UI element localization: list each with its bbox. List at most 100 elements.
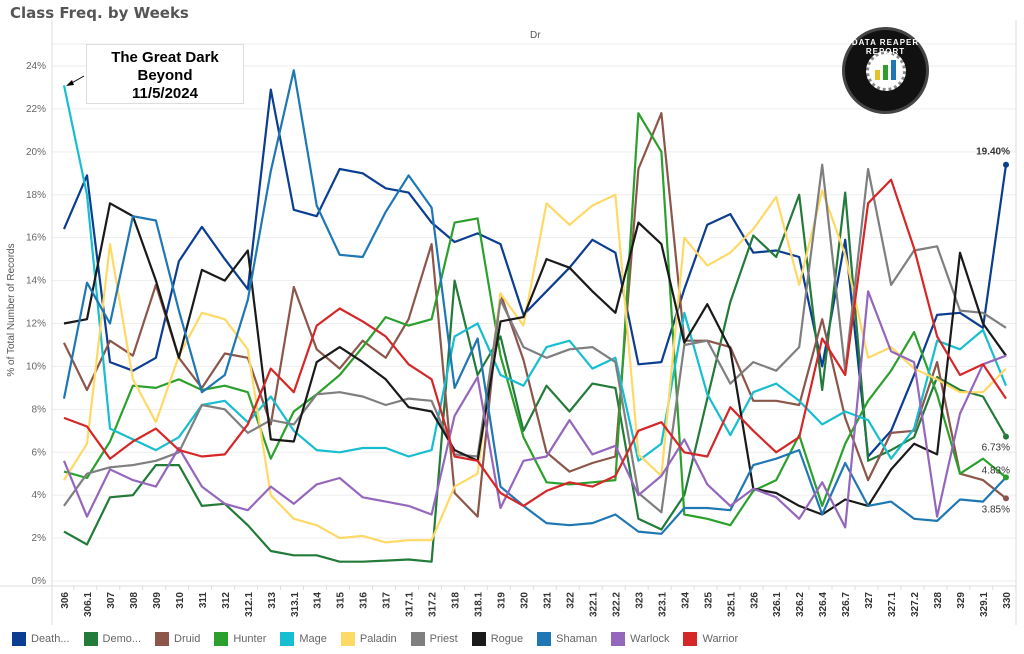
x-tick-label: 306.1	[83, 592, 94, 617]
y-tick-label: 22%	[26, 104, 46, 115]
legend-label: Priest	[429, 633, 458, 645]
series-line-death[interactable]	[62, 88, 1008, 458]
legend-item[interactable]: Warrior	[683, 632, 738, 646]
series-line-priest[interactable]	[63, 163, 1007, 514]
y-tick-label: 4%	[32, 490, 47, 501]
x-tick-label: 317.2	[428, 592, 439, 617]
legend-item[interactable]: Demo...	[83, 632, 142, 646]
legend-swatch	[611, 632, 626, 646]
legend-label: Rogue	[490, 633, 524, 645]
x-tick-label: 325	[703, 592, 714, 609]
x-tick-label: 323.1	[657, 592, 668, 617]
x-tick-label: 326.4	[818, 592, 829, 617]
series-line-warrior[interactable]	[63, 178, 1007, 507]
x-tick-label: 317.1	[405, 592, 416, 617]
series-line-shaman[interactable]	[62, 69, 1007, 535]
annotation-line1: The Great Dark	[111, 49, 219, 66]
legend-swatch	[83, 632, 98, 646]
end-point	[1003, 495, 1009, 502]
x-tick-label: 312	[221, 592, 232, 609]
x-tick-label: 311	[198, 592, 209, 609]
legend: Death... Demo... Druid Hunter Mage Paladin Pri…	[12, 632, 752, 646]
x-tick-label: 327.2	[910, 592, 921, 617]
end-point	[1003, 474, 1009, 481]
legend-item[interactable]: Rogue	[471, 632, 524, 646]
x-tick-label: 318.1	[474, 592, 485, 617]
legend-swatch	[12, 632, 26, 646]
y-tick-label: 20%	[26, 147, 46, 158]
end-labels: 19.40% 6.73% 4.83% 3.85%	[976, 147, 1010, 516]
x-tick-label: 326.7	[841, 592, 852, 617]
x-tick-label: 317	[382, 592, 393, 609]
end-label: 3.85%	[982, 504, 1010, 515]
legend-swatch	[280, 632, 295, 646]
legend-swatch	[537, 632, 552, 646]
y-tick-label: 16%	[26, 233, 46, 244]
legend-item[interactable]: Death...	[12, 632, 70, 646]
column-header: Dr	[530, 30, 541, 41]
x-tick-label: 310	[175, 592, 186, 609]
legend-swatch	[340, 632, 355, 646]
legend-item[interactable]: Druid	[155, 632, 200, 646]
x-tick-label: 318	[451, 592, 462, 609]
logo-text: DATA REAPER REPORT	[851, 38, 920, 56]
legend-item[interactable]: Paladin	[340, 632, 397, 646]
x-tick-label: 322.1	[588, 592, 599, 617]
series-line-rogue[interactable]	[63, 202, 1007, 516]
legend-item[interactable]: Shaman	[537, 632, 597, 646]
annotation-line3: 11/5/2024	[132, 85, 198, 102]
x-tick-label: 322.2	[611, 592, 622, 617]
x-tick-label: 323	[634, 592, 645, 609]
line-chart: 0% 2% 4% 6% 8% 10% 12% 14% 16% 18% 20% 22% 24% % of T…	[0, 20, 1017, 625]
x-tick-label: 326.2	[795, 592, 806, 617]
y-axis: 0% 2% 4% 6% 8% 10% 12% 14% 16% 18% 20% 22% 24% % of T…	[6, 20, 1017, 625]
legend-item[interactable]: Hunter	[214, 632, 266, 646]
x-tick-label: 312.1	[244, 592, 255, 617]
x-tick-label: 313	[267, 592, 278, 609]
x-tick-label: 327.1	[887, 592, 898, 617]
series-line-warlock[interactable]	[62, 290, 1007, 529]
legend-swatch	[683, 632, 698, 646]
legend-label: Demo...	[102, 633, 142, 645]
x-tick-label: 308	[129, 592, 140, 609]
x-tick-label: 307	[106, 592, 117, 609]
x-tick-label: 322	[565, 592, 576, 609]
legend-item[interactable]: Warlock	[611, 632, 669, 646]
legend-swatch	[214, 632, 229, 646]
end-label: 6.73%	[982, 443, 1010, 454]
chart-title: Class Freq. by Weeks	[10, 4, 189, 22]
legend-label: Hunter	[233, 633, 267, 645]
y-tick-label: 12%	[26, 319, 46, 330]
series-line-paladin[interactable]	[63, 189, 1007, 544]
legend-item[interactable]: Mage	[280, 632, 327, 646]
series-line-mage[interactable]	[62, 85, 1008, 462]
bar-chart-icon	[865, 50, 906, 91]
x-tick-label: 329.1	[979, 592, 990, 617]
x-tick-label: 327	[864, 592, 875, 609]
annotation-arrow	[66, 75, 85, 86]
y-tick-label: 0%	[32, 576, 47, 587]
x-tick-label: 321	[542, 592, 553, 609]
y-tick-label: 18%	[26, 190, 46, 201]
x-tick-label: 313.1	[290, 592, 301, 617]
annotation-line2: Beyond	[137, 67, 193, 84]
series-line-demo[interactable]	[63, 191, 1007, 563]
x-tick-label: 316	[359, 592, 370, 609]
x-tick-label: 325.1	[726, 592, 737, 617]
y-tick-label: 6%	[32, 447, 47, 458]
x-tick-label: 306	[60, 592, 71, 609]
series-lines	[62, 69, 1008, 563]
x-tick-label: 329	[956, 592, 967, 609]
legend-label: Death...	[31, 633, 70, 645]
x-tick-label: 324	[680, 592, 691, 609]
legend-label: Paladin	[359, 633, 397, 645]
legend-item[interactable]: Priest	[410, 632, 458, 646]
y-tick-label: 2%	[32, 533, 47, 544]
x-tick-label: 326.1	[772, 592, 783, 617]
series-line-druid[interactable]	[63, 112, 1007, 518]
y-tick-label: 24%	[26, 61, 46, 72]
legend-swatch	[155, 632, 170, 646]
legend-swatch	[471, 632, 486, 646]
end-label: 4.83%	[982, 465, 1010, 476]
end-point	[1003, 433, 1009, 440]
